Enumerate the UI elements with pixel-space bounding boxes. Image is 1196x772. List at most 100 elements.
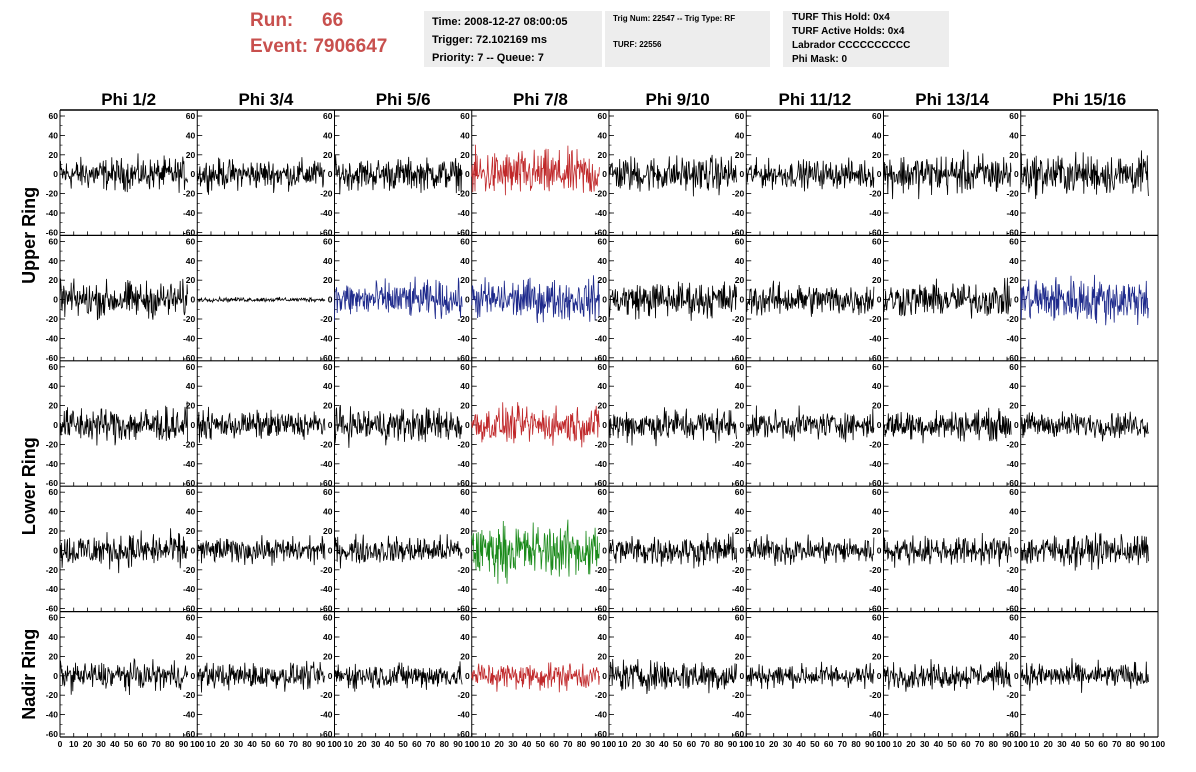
waveform-trace <box>59 278 188 321</box>
y-tick-label: 0 <box>465 420 470 430</box>
x-tick-label: 70 <box>1112 739 1122 749</box>
x-tick-label: 50 <box>1085 739 1095 749</box>
y-tick-label: 60 <box>598 111 608 121</box>
y-tick-label: -60 <box>595 227 608 237</box>
run-label: Run: <box>250 10 294 31</box>
y-tick-label: 20 <box>460 150 470 160</box>
x-tick-label: 60 <box>687 739 697 749</box>
y-tick-label: -60 <box>457 353 470 363</box>
y-tick-label: 40 <box>735 130 745 140</box>
y-tick-label: -60 <box>1006 353 1019 363</box>
waveform-trace <box>196 660 326 693</box>
y-tick-label: 0 <box>602 671 607 681</box>
waveform-trace <box>334 533 463 569</box>
y-tick-label: 0 <box>740 169 745 179</box>
x-tick-label: 40 <box>247 739 257 749</box>
y-tick-label: -40 <box>595 333 608 343</box>
y-tick-label: -60 <box>732 604 745 614</box>
x-tick-label: 100 <box>1151 739 1165 749</box>
y-tick-label: -20 <box>46 314 59 324</box>
y-tick-label: 20 <box>186 275 196 285</box>
y-tick-label: -40 <box>320 459 333 469</box>
waveform-trace <box>745 534 875 567</box>
y-tick-label: 20 <box>186 651 196 661</box>
y-tick-label: 60 <box>735 613 745 623</box>
y-tick-label: 40 <box>872 381 882 391</box>
y-tick-label: 40 <box>1009 256 1019 266</box>
y-tick-label: 40 <box>1009 507 1019 517</box>
y-tick-label: 20 <box>186 401 196 411</box>
y-tick-label: 0 <box>1014 545 1019 555</box>
x-tick-label: 100 <box>602 739 616 749</box>
y-tick-label: 20 <box>49 651 59 661</box>
y-tick-label: 40 <box>186 130 196 140</box>
y-tick-label: -60 <box>457 227 470 237</box>
x-tick-label: 70 <box>151 739 161 749</box>
y-tick-label: 0 <box>1014 295 1019 305</box>
event-label: Event: <box>250 36 309 57</box>
y-tick-label: 20 <box>460 275 470 285</box>
waveform-trace <box>471 144 600 196</box>
y-tick-label: 0 <box>191 420 196 430</box>
waveform-trace <box>745 157 875 192</box>
y-tick-label: 20 <box>598 651 608 661</box>
y-tick-label: 0 <box>328 420 333 430</box>
y-tick-label: -40 <box>1006 584 1019 594</box>
y-tick-label: 40 <box>186 632 196 642</box>
y-tick-label: -20 <box>869 565 882 575</box>
y-tick-label: -40 <box>183 459 196 469</box>
y-tick-label: -40 <box>183 710 196 720</box>
x-tick-label: 60 <box>275 739 285 749</box>
y-tick-label: 40 <box>49 507 59 517</box>
x-tick-label: 20 <box>906 739 916 749</box>
event-line: Event: 7906647 <box>250 34 420 60</box>
y-tick-label: -60 <box>595 353 608 363</box>
y-tick-label: 60 <box>460 613 470 623</box>
y-tick-label: -20 <box>732 189 745 199</box>
turf-text: TURF: 22556 <box>613 40 662 49</box>
waveform-trace <box>883 532 1012 568</box>
waveform-trace <box>1020 150 1149 200</box>
waveform-trace <box>883 659 1012 692</box>
y-tick-label: 0 <box>602 545 607 555</box>
y-tick-label: 0 <box>191 169 196 179</box>
x-tick-label: 10 <box>755 739 765 749</box>
y-tick-label: -20 <box>1006 439 1019 449</box>
y-tick-label: -40 <box>46 333 59 343</box>
x-tick-label: 20 <box>357 739 367 749</box>
waveform-trace <box>196 295 326 304</box>
y-tick-label: -40 <box>183 584 196 594</box>
y-tick-label: -40 <box>320 208 333 218</box>
column-header: Phi 11/12 <box>778 90 851 109</box>
waveform-trace <box>471 275 600 324</box>
y-tick-label: -40 <box>1006 710 1019 720</box>
y-tick-label: 0 <box>191 545 196 555</box>
y-tick-label: 60 <box>872 613 882 623</box>
x-tick-label: 40 <box>659 739 669 749</box>
y-tick-label: -40 <box>869 710 882 720</box>
x-tick-label: 60 <box>824 739 834 749</box>
y-tick-label: 60 <box>872 362 882 372</box>
run-value: 66 <box>322 10 344 31</box>
y-tick-label: -20 <box>457 314 470 324</box>
column-header: Phi 9/10 <box>645 90 709 109</box>
y-tick-label: -20 <box>869 189 882 199</box>
y-tick-label: 20 <box>323 526 333 536</box>
y-tick-label: 60 <box>186 236 196 246</box>
x-tick-label: 80 <box>577 739 587 749</box>
y-tick-label: 60 <box>735 362 745 372</box>
y-tick-label: -40 <box>46 459 59 469</box>
y-tick-label: -40 <box>732 584 745 594</box>
y-tick-label: 20 <box>872 401 882 411</box>
y-tick-label: 0 <box>877 295 882 305</box>
y-tick-label: 40 <box>872 507 882 517</box>
y-tick-label: 0 <box>465 671 470 681</box>
y-tick-label: -60 <box>732 729 745 739</box>
y-tick-label: 60 <box>735 236 745 246</box>
x-tick-label: 100 <box>1014 739 1028 749</box>
y-tick-label: 60 <box>1009 613 1019 623</box>
turf-active-holds-text: TURF Active Holds: 0x4 <box>792 26 905 37</box>
y-tick-label: 0 <box>1014 420 1019 430</box>
x-tick-label: 20 <box>83 739 93 749</box>
